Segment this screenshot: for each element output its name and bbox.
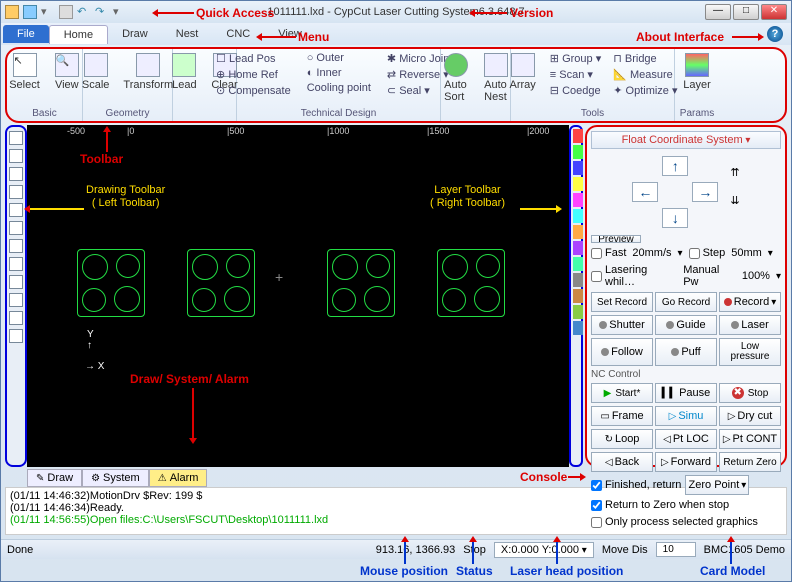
- frame-button[interactable]: ▭ Frame: [591, 406, 653, 426]
- measure-button[interactable]: 📐 Measure: [611, 67, 679, 82]
- simu-button[interactable]: ▷ Simu: [655, 406, 717, 426]
- step-check[interactable]: [689, 248, 700, 259]
- menu-view[interactable]: View: [264, 25, 316, 43]
- return-zero-stop-check[interactable]: [591, 500, 602, 511]
- scale-button[interactable]: Scale: [78, 51, 114, 93]
- menu-nest[interactable]: Nest: [162, 25, 213, 43]
- menu-draw[interactable]: Draw: [108, 25, 162, 43]
- drycut-button[interactable]: ▷ Dry cut: [719, 406, 781, 426]
- cooling-button[interactable]: Cooling point: [305, 81, 373, 95]
- laser-button[interactable]: Laser: [719, 315, 781, 335]
- layer-color[interactable]: [573, 161, 583, 175]
- lasering-check[interactable]: [591, 271, 602, 282]
- mouse-position: 913.16, 1366.93: [376, 544, 456, 556]
- layer-button[interactable]: Layer: [679, 51, 715, 93]
- layer-color[interactable]: [573, 321, 583, 335]
- returnzero-button[interactable]: Return Zero: [719, 452, 781, 472]
- homeref-button[interactable]: ⊕ Home Ref: [214, 67, 293, 82]
- menu-home[interactable]: Home: [49, 25, 108, 44]
- inner-button[interactable]: ◐ Inner: [305, 66, 373, 80]
- movedis-input[interactable]: 10: [656, 542, 696, 557]
- follow-button[interactable]: Follow: [591, 338, 653, 366]
- group-button[interactable]: ⊞ Group ▾: [548, 51, 603, 66]
- bridge-button[interactable]: ⊓ Bridge: [611, 51, 679, 66]
- gorecord-button[interactable]: Go Record: [655, 292, 717, 312]
- optimize-button[interactable]: ✦ Optimize ▾: [611, 83, 679, 98]
- layer-color[interactable]: [573, 193, 583, 207]
- menu-bar: File Home Draw Nest CNC View ?: [1, 23, 791, 45]
- titlebar: ▾ ↶ ↷ ▾ 1011111.lxd - CypCut Laser Cutti…: [1, 1, 791, 23]
- start-button[interactable]: Start*: [591, 383, 653, 403]
- laser-head-position[interactable]: X:0.000 Y:0.000 ▾: [494, 542, 594, 558]
- maximize-button[interactable]: □: [733, 4, 759, 20]
- lead-button[interactable]: Lead: [167, 51, 201, 93]
- outer-button[interactable]: ○ Outer: [305, 51, 373, 65]
- leadpos-button[interactable]: ☐ Lead Pos: [214, 51, 293, 66]
- minimize-button[interactable]: —: [705, 4, 731, 20]
- console-header[interactable]: Float Coordinate System ▾: [591, 131, 781, 149]
- layer-color[interactable]: [573, 305, 583, 319]
- puff-button[interactable]: Puff: [655, 338, 717, 366]
- jog-up[interactable]: ↑: [662, 156, 688, 176]
- back-button[interactable]: ◁ Back: [591, 452, 653, 472]
- status-stop: Stop: [463, 544, 486, 556]
- ptloc-button[interactable]: ◁ Pt LOC: [655, 429, 717, 449]
- select-button[interactable]: ↖Select: [5, 51, 44, 93]
- stop-button[interactable]: Stop: [719, 383, 781, 403]
- layer-color[interactable]: [573, 177, 583, 191]
- menu-file[interactable]: File: [3, 25, 49, 43]
- z-down[interactable]: ⇊: [730, 194, 739, 218]
- ptcont-button[interactable]: ▷ Pt CONT: [719, 429, 781, 449]
- z-up[interactable]: ⇈: [730, 166, 739, 190]
- jog-right[interactable]: →: [692, 182, 718, 202]
- layer-color[interactable]: [573, 241, 583, 255]
- left-toolbar[interactable]: [5, 125, 27, 467]
- layer-color[interactable]: [573, 225, 583, 239]
- forward-button[interactable]: ▷ Forward: [655, 452, 717, 472]
- guide-button[interactable]: Guide: [655, 315, 717, 335]
- only-selected-check[interactable]: [591, 517, 602, 528]
- jog-left[interactable]: ←: [632, 182, 658, 202]
- close-button[interactable]: ✕: [761, 4, 787, 20]
- layer-toolbar[interactable]: [569, 125, 583, 467]
- layer-color[interactable]: [573, 209, 583, 223]
- card-model: BMC1605 Demo: [704, 544, 785, 556]
- status-bar: Done 913.16, 1366.93 Stop X:0.000 Y:0.00…: [1, 539, 791, 559]
- preview-button[interactable]: Preview: [591, 235, 641, 243]
- layer-color[interactable]: [573, 257, 583, 271]
- tab-draw[interactable]: ✎ Draw: [27, 469, 82, 487]
- setrecord-button[interactable]: Set Record: [591, 292, 653, 312]
- coedge-button[interactable]: ⊟ Coedge: [548, 83, 603, 98]
- loop-button[interactable]: ↻ Loop: [591, 429, 653, 449]
- fast-check[interactable]: [591, 248, 602, 259]
- jog-down[interactable]: ↓: [662, 208, 688, 228]
- status-done: Done: [7, 544, 33, 556]
- record-button[interactable]: Record▾: [719, 292, 781, 312]
- layer-color[interactable]: [573, 145, 583, 159]
- tab-alarm[interactable]: ⚠ Alarm: [149, 469, 208, 487]
- array-button[interactable]: Array: [506, 51, 540, 93]
- lowpressure-button[interactable]: Low pressure: [719, 338, 781, 366]
- shutter-button[interactable]: Shutter: [591, 315, 653, 335]
- layer-color[interactable]: [573, 273, 583, 287]
- tab-system[interactable]: ⚙ System: [82, 469, 149, 487]
- pause-button[interactable]: ▍▍Pause: [655, 383, 717, 403]
- zeropoint-select[interactable]: Zero Point ▾: [685, 475, 749, 495]
- autosort-button[interactable]: Auto Sort: [439, 51, 473, 105]
- ribbon: ↖Select 🔍View Basic Scale Transform Geom…: [5, 47, 787, 123]
- quick-access-toolbar[interactable]: ▾ ↶ ↷ ▾: [5, 5, 127, 19]
- console-panel: Float Coordinate System ▾ ↑ ← → ↓ ⇈ ⇊ Pre…: [585, 125, 787, 467]
- layer-color[interactable]: [573, 289, 583, 303]
- layer-color[interactable]: [573, 129, 583, 143]
- compensate-button[interactable]: ⊙ Compensate: [214, 83, 293, 98]
- finished-return-check[interactable]: [591, 480, 602, 491]
- about-button[interactable]: ?: [767, 26, 783, 42]
- scan-button[interactable]: ≡ Scan ▾: [548, 67, 603, 82]
